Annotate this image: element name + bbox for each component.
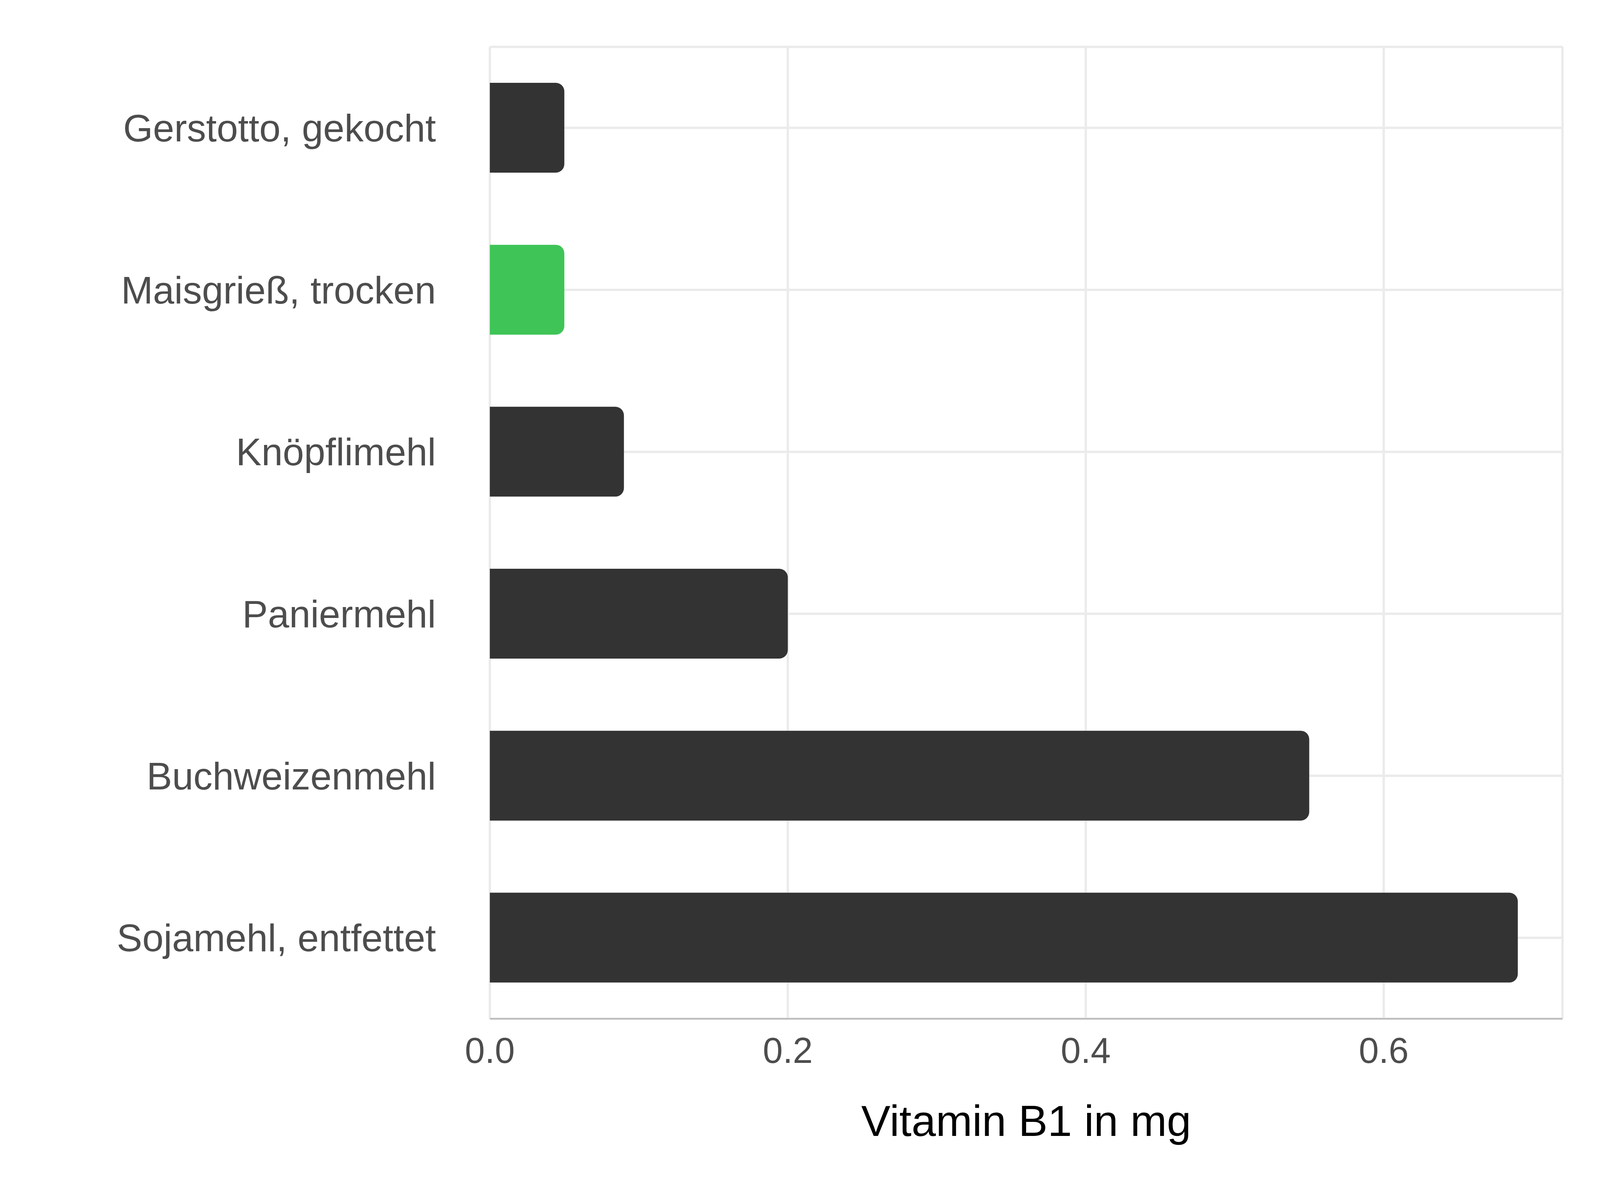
svg-text:Vitamin B1 in mg: Vitamin B1 in mg	[861, 1096, 1192, 1146]
svg-text:Buchweizenmehl: Buchweizenmehl	[146, 754, 436, 798]
svg-text:Gerstotto, gekocht: Gerstotto, gekocht	[123, 106, 436, 150]
svg-text:0.0: 0.0	[464, 1030, 515, 1071]
svg-text:Sojamehl, entfettet: Sojamehl, entfettet	[116, 916, 436, 960]
svg-text:Maisgrieß, trocken: Maisgrieß, trocken	[121, 268, 436, 312]
svg-text:0.4: 0.4	[1060, 1030, 1111, 1071]
svg-text:0.2: 0.2	[762, 1030, 813, 1071]
svg-text:Paniermehl: Paniermehl	[242, 592, 436, 636]
svg-text:0.6: 0.6	[1358, 1030, 1409, 1071]
svg-text:Knöpflimehl: Knöpflimehl	[235, 430, 436, 474]
